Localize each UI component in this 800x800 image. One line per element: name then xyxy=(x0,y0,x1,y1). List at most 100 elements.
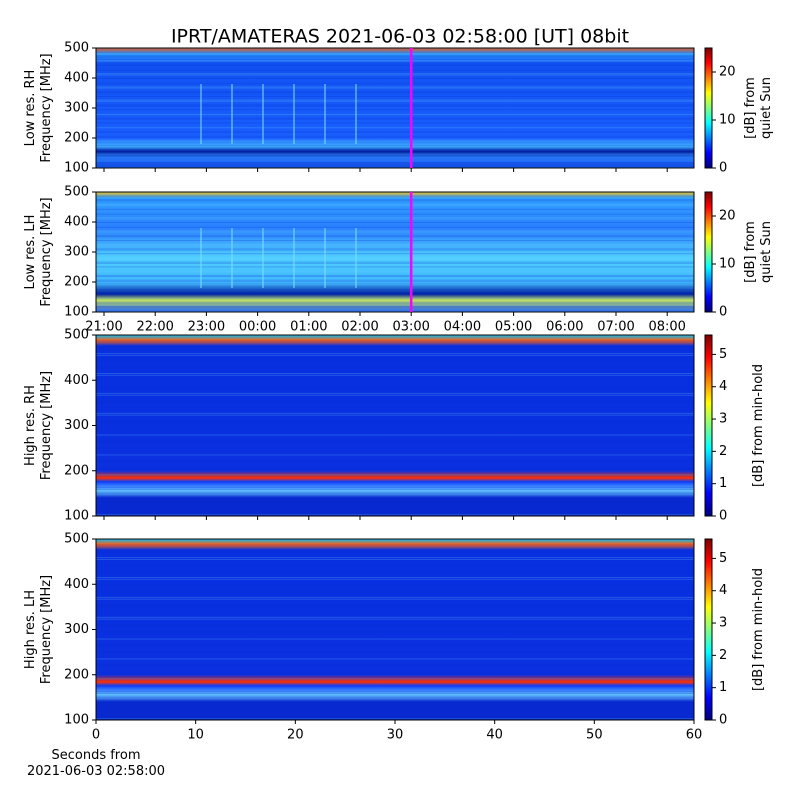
spectrogram-texture xyxy=(96,380,694,382)
y-axis-label-line: Frequency [MHz] xyxy=(39,197,54,306)
colorbar xyxy=(704,538,713,721)
y-axis-label: High res. RHFrequency [MHz] xyxy=(23,371,54,480)
spectrogram-texture xyxy=(96,421,694,423)
spectrogram-texture xyxy=(96,217,694,219)
colorbar xyxy=(704,334,713,517)
spectrogram-texture xyxy=(96,454,694,456)
spectrogram-texture xyxy=(96,508,694,510)
spectrogram-texture xyxy=(96,367,694,369)
spectrogram-texture xyxy=(96,218,694,220)
spectrogram-texture xyxy=(96,467,694,469)
spectrogram-texture xyxy=(96,74,694,76)
y-tick-label: 300 xyxy=(64,418,89,433)
y-axis-label: Low res. LHFrequency [MHz] xyxy=(23,197,54,306)
x-tick-label: 21:00 xyxy=(85,320,122,335)
spectrogram-texture xyxy=(355,84,357,144)
y-tick-label: 400 xyxy=(64,71,89,86)
x-tick-label: 03:00 xyxy=(392,320,429,335)
spectrogram-texture xyxy=(96,136,694,138)
spectrogram-texture xyxy=(96,82,694,84)
figure-title: IPRT/AMATERAS 2021-06-03 02:58:00 [UT] 0… xyxy=(171,26,629,48)
spectrogram xyxy=(96,335,694,516)
spectrogram-texture xyxy=(96,705,694,707)
x-tick-label: 22:00 xyxy=(136,320,173,335)
colorbar-label-line: [dB] from min-hold xyxy=(751,364,766,487)
y-tick-label: 500 xyxy=(64,328,89,343)
colorbar-tick-label: 10 xyxy=(719,257,736,272)
y-tick-label: 200 xyxy=(64,275,89,290)
y-tick-label: 200 xyxy=(64,667,89,682)
spectrogram-texture xyxy=(96,631,694,633)
colorbar-tick-label: 10 xyxy=(719,113,736,128)
spectrogram-texture xyxy=(96,92,694,94)
spectrogram-texture xyxy=(96,434,694,436)
spectrogram-texture xyxy=(96,130,694,132)
y-tick-label: 100 xyxy=(64,509,89,524)
spectrogram-texture xyxy=(96,226,694,228)
colorbar-tick-label: 5 xyxy=(719,347,727,362)
spectrogram-texture xyxy=(96,105,694,107)
spectrogram-texture xyxy=(96,208,694,210)
spectrogram-texture xyxy=(96,222,694,223)
spectrogram-texture xyxy=(96,231,694,233)
spectrogram-texture xyxy=(96,87,694,89)
y-axis-label-line: Frequency [MHz] xyxy=(39,575,54,684)
spectrogram-texture xyxy=(96,571,694,573)
spectrogram-texture xyxy=(96,487,694,489)
spectrogram-texture xyxy=(96,99,694,101)
colorbar-label: [dB] from min-hold xyxy=(751,364,766,487)
spectrogram-texture xyxy=(96,712,694,714)
spectrogram-texture xyxy=(96,132,694,133)
colorbar-label: [dB] fromquiet Sun xyxy=(743,221,774,283)
spectrogram-texture xyxy=(96,387,694,389)
spectrogram-texture xyxy=(96,205,694,207)
spectrogram-texture xyxy=(293,228,295,288)
spectrogram-texture xyxy=(96,200,694,202)
spectrogram-texture xyxy=(96,262,694,264)
y-tick-label: 500 xyxy=(64,41,89,56)
spectrogram-texture xyxy=(96,354,694,356)
spectrogram-texture xyxy=(96,244,694,246)
spectrogram-texture xyxy=(96,373,694,375)
spectrogram-texture xyxy=(96,96,694,97)
x-tick-label: 30 xyxy=(387,728,404,743)
spectrogram-texture xyxy=(96,643,694,645)
colorbar-tick-label: 3 xyxy=(719,616,727,631)
y-axis-label-line: Frequency [MHz] xyxy=(39,371,54,480)
colorbar-tick-label: 0 xyxy=(719,509,727,524)
spectrogram-texture xyxy=(324,228,326,288)
spectrogram-texture xyxy=(96,658,694,660)
colorbar-label-line: quiet Sun xyxy=(759,77,774,139)
spectrogram-texture xyxy=(96,258,694,259)
spectrogram-texture xyxy=(96,558,694,560)
spectrogram-texture xyxy=(96,118,694,120)
spectrogram-texture xyxy=(96,692,694,694)
colorbar-label-line: [dB] from xyxy=(743,221,758,283)
colorbar-tick-label: 1 xyxy=(719,680,727,695)
x-tick-label: 50 xyxy=(586,728,603,743)
spectrogram-texture xyxy=(96,651,694,653)
spectrogram-texture xyxy=(231,228,233,288)
x-tick-label: 60 xyxy=(686,728,703,743)
colorbar xyxy=(704,191,713,313)
spectrogram-texture xyxy=(96,685,694,687)
spectrogram-texture xyxy=(96,109,694,111)
spectrogram-texture xyxy=(96,86,694,88)
spectrogram-texture xyxy=(96,302,694,304)
spectrogram-texture xyxy=(96,468,694,470)
spectrogram-texture xyxy=(96,678,694,680)
spectrogram-texture xyxy=(96,162,694,163)
spectrogram-texture xyxy=(96,100,694,102)
spectrogram xyxy=(96,48,694,168)
x-tick-label: 10 xyxy=(187,728,204,743)
spectrogram-texture xyxy=(96,64,694,66)
spectrogram xyxy=(96,192,694,312)
spectrogram-texture xyxy=(96,127,694,129)
spectrogram-texture xyxy=(96,501,694,503)
spectrogram-texture xyxy=(96,474,694,476)
y-tick-label: 300 xyxy=(64,101,89,116)
spectrogram-texture xyxy=(355,228,357,288)
y-tick-label: 300 xyxy=(64,245,89,260)
spectrogram-texture xyxy=(96,665,694,667)
